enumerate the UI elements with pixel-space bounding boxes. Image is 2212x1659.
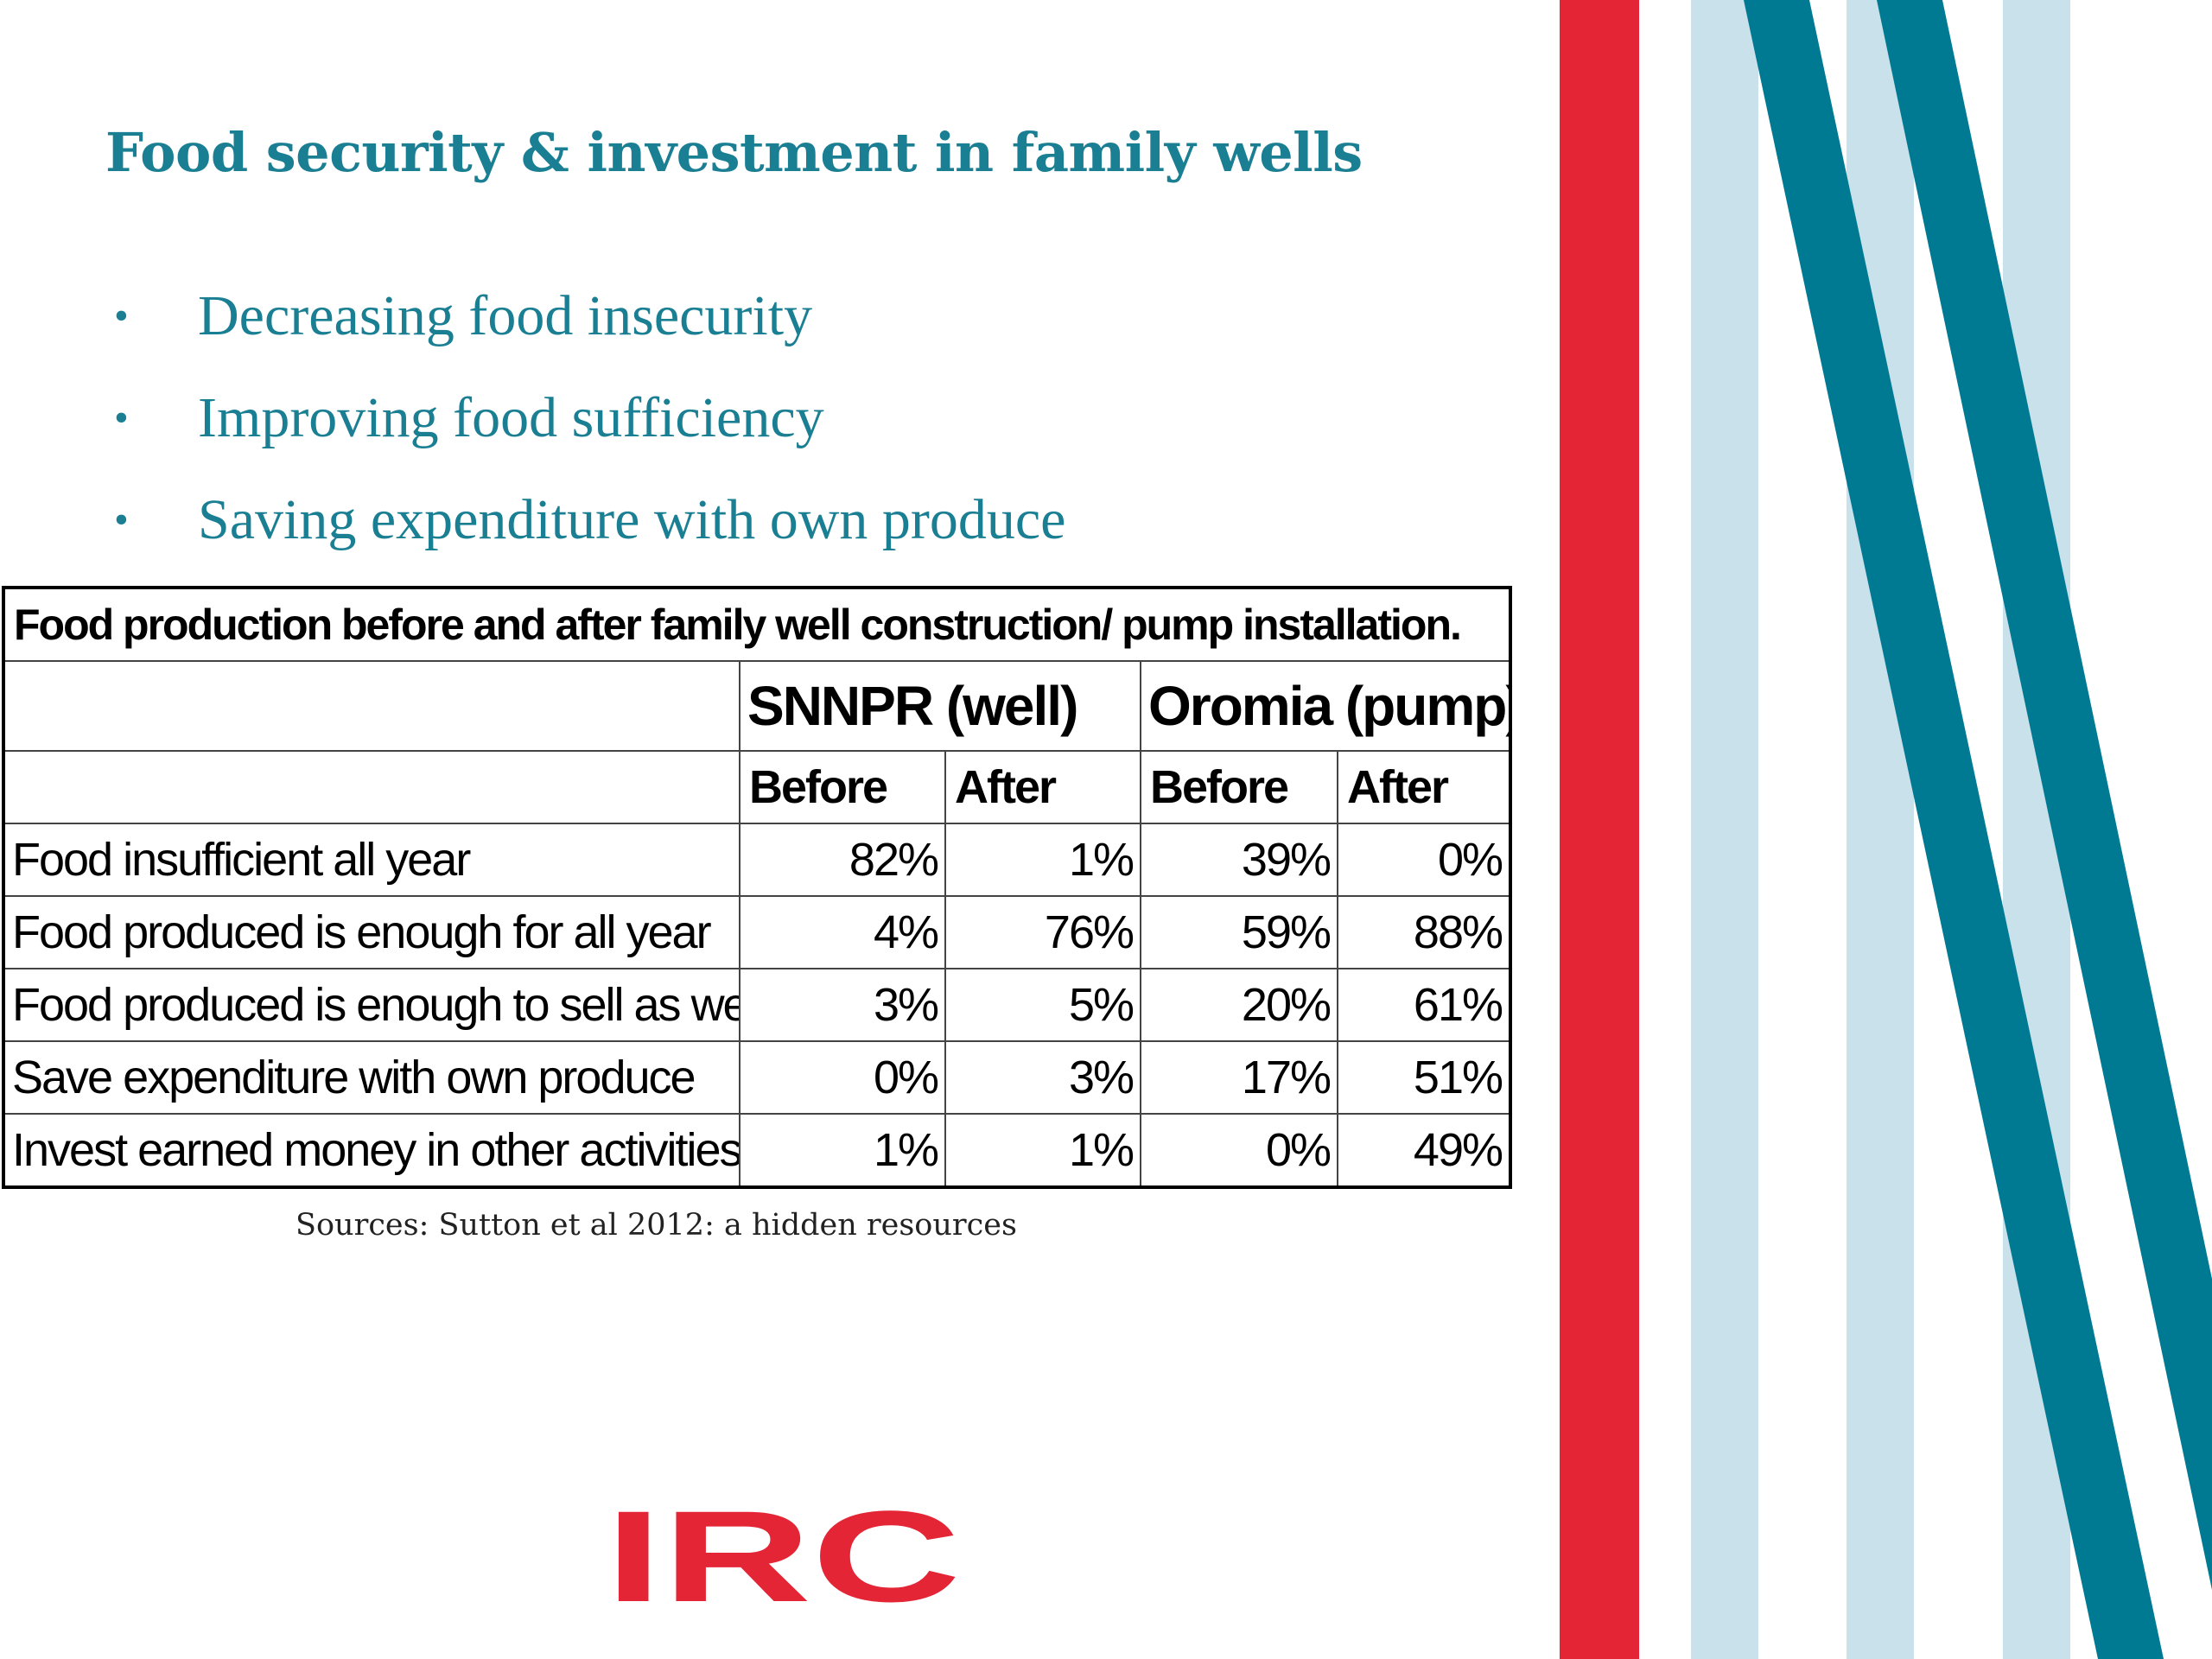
phase-header: Before bbox=[1140, 750, 1338, 824]
bullet-glyph: • bbox=[114, 395, 129, 441]
table-cell: 39% bbox=[1140, 823, 1338, 897]
teal-diagonal-stripe bbox=[1744, 0, 2164, 1659]
phase-header: Before bbox=[739, 750, 946, 824]
table-row: Save expenditure with own produce 0% 3% … bbox=[3, 1040, 1511, 1115]
region-header-snnpr: SNNPR (well) bbox=[739, 660, 1141, 752]
table-row: Food produced is enough for all year 4% … bbox=[3, 895, 1511, 969]
table-row: Food insufficient all year 82% 1% 39% 0% bbox=[3, 823, 1511, 897]
row-label: Invest earned money in other activities bbox=[3, 1113, 741, 1188]
row-label: Food insufficient all year bbox=[3, 823, 741, 897]
table-cell: 3% bbox=[739, 968, 946, 1042]
slide-title: Food security & investment in family wel… bbox=[105, 121, 1363, 184]
region-header-oromia: Oromia (pump) bbox=[1140, 660, 1511, 752]
decorative-stripes bbox=[1560, 0, 2212, 1659]
light-blue-stripe bbox=[1691, 0, 1758, 1659]
table-cell: 0% bbox=[739, 1040, 946, 1115]
table-cell: 88% bbox=[1337, 895, 1511, 969]
row-label: Save expenditure with own produce bbox=[3, 1040, 741, 1115]
table-row: Food produced is enough to sell as well … bbox=[3, 968, 1511, 1042]
table-cell: 1% bbox=[944, 1113, 1141, 1188]
table-cell: 20% bbox=[1140, 968, 1338, 1042]
phase-header: After bbox=[944, 750, 1141, 824]
table-row: Invest earned money in other activities … bbox=[3, 1113, 1511, 1188]
bullet-text: Saving expenditure with own produce bbox=[198, 488, 1066, 551]
table-cell: 3% bbox=[944, 1040, 1141, 1115]
table-cell: 0% bbox=[1337, 823, 1511, 897]
red-stripe bbox=[1560, 0, 1639, 1659]
phase-header: After bbox=[1337, 750, 1511, 824]
teal-diagonal-stripe bbox=[1877, 0, 2212, 1590]
bullet-text: Decreasing food insecurity bbox=[198, 284, 813, 347]
bullet-item: • Saving expenditure with own produce bbox=[105, 474, 1065, 575]
row-label: Food produced is enough for all year bbox=[3, 895, 741, 969]
table-cell: 61% bbox=[1337, 968, 1511, 1042]
table-cell: 82% bbox=[739, 823, 946, 897]
table-cell: 0% bbox=[1140, 1113, 1338, 1188]
table-cell: 17% bbox=[1140, 1040, 1338, 1115]
irc-logo-text: IRC bbox=[605, 1499, 961, 1611]
table-header-empty bbox=[3, 750, 741, 824]
table-cell: 1% bbox=[739, 1113, 946, 1188]
table-cell: 51% bbox=[1337, 1040, 1511, 1115]
table-cell: 59% bbox=[1140, 895, 1338, 969]
table-header-empty bbox=[3, 660, 741, 752]
bullet-item: • Decreasing food insecurity bbox=[105, 270, 1065, 372]
bullet-text: Improving food sufficiency bbox=[198, 386, 824, 449]
food-production-table: Food production before and after family … bbox=[2, 586, 1512, 1189]
table-cell: 76% bbox=[944, 895, 1141, 969]
bullet-item: • Improving food sufficiency bbox=[105, 372, 1065, 474]
table-cell: 4% bbox=[739, 895, 946, 969]
bullet-glyph: • bbox=[114, 497, 129, 543]
irc-logo: IRC bbox=[605, 1499, 961, 1611]
table-caption: Food production before and after family … bbox=[3, 587, 1511, 662]
bullet-glyph: • bbox=[114, 293, 129, 339]
table-cell: 1% bbox=[944, 823, 1141, 897]
source-note: Sources: Sutton et al 2012: a hidden res… bbox=[296, 1208, 1017, 1243]
bullet-list: • Decreasing food insecurity • Improving f… bbox=[105, 270, 1065, 575]
table-cell: 5% bbox=[944, 968, 1141, 1042]
table-cell: 49% bbox=[1337, 1113, 1511, 1188]
row-label: Food produced is enough to sell as well bbox=[3, 968, 741, 1042]
